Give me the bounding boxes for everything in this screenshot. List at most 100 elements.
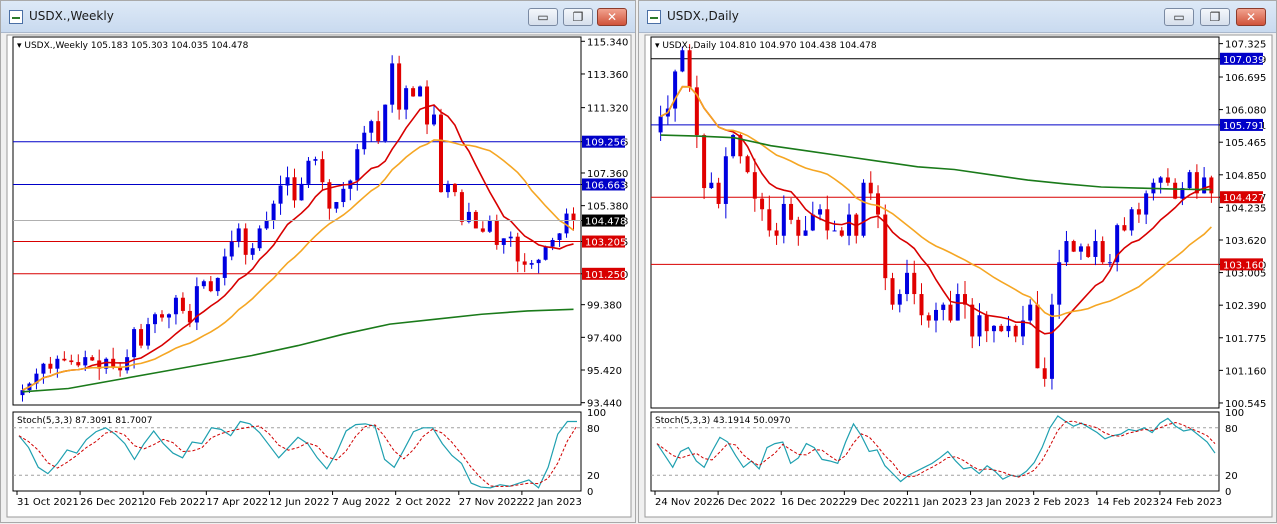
date-tick-label: 16 Dec 2022	[781, 497, 845, 508]
level-label: 104.427	[1223, 193, 1264, 204]
slow-moving-average-line	[660, 134, 1212, 191]
close-button[interactable]: ✕	[1236, 8, 1266, 26]
candle-body	[752, 172, 757, 199]
candle-body	[313, 159, 318, 161]
candle-body	[222, 256, 227, 278]
candle-body	[861, 182, 866, 236]
candle-body	[825, 209, 830, 231]
level-label-bg	[1220, 258, 1263, 271]
candle-body	[774, 230, 779, 236]
candle-body	[243, 228, 248, 255]
mid-moving-average-line	[22, 139, 574, 391]
candle-body	[159, 314, 164, 318]
minimize-button[interactable]: ▭	[528, 8, 558, 26]
candle-body	[847, 214, 852, 236]
candle-body	[934, 309, 938, 321]
level-label-bg	[582, 235, 625, 248]
candle-body	[897, 294, 902, 305]
candle-body	[1158, 177, 1163, 183]
close-button[interactable]: ✕	[597, 8, 627, 26]
candle-body	[680, 50, 685, 72]
daily-chart[interactable]: 107.325 107.039 106.695 106.080 105.791 105.4…	[639, 1, 1277, 524]
date-tick-label: 2 Oct 2022	[396, 497, 451, 508]
daily-chart-window[interactable]: USDX.,Daily ▭ ❐ ✕ 107.325107.039106.6951…	[638, 0, 1277, 523]
stochastic-tick-label: 80	[587, 424, 600, 435]
window-title: USDX.,Weekly	[29, 9, 114, 23]
level-label-bg	[582, 135, 625, 148]
price-tick-label: 106.695	[1225, 73, 1266, 84]
candle-body	[1071, 241, 1076, 252]
level-label: 101.250	[585, 270, 626, 281]
price-tick-label: 105.465	[1225, 138, 1266, 149]
candle-body	[404, 88, 409, 110]
stochastic-tick-label: 100	[587, 408, 606, 419]
stochastic-tick-label: 100	[1225, 408, 1244, 419]
candle-body	[118, 367, 123, 371]
candle-body	[1165, 177, 1170, 183]
stochastic-main-line	[656, 415, 1216, 483]
candle-body	[832, 230, 837, 232]
level-label: 103.205	[585, 238, 626, 249]
level-label: 105.791	[1223, 121, 1264, 132]
price-tick-label: 111.320	[587, 104, 628, 115]
candle-body	[1013, 325, 1018, 337]
candle-body	[76, 362, 81, 366]
candle-body	[977, 315, 982, 337]
slow-moving-average-line	[22, 308, 574, 393]
title-bar[interactable]: USDX.,Weekly ▭ ❐ ✕	[1, 1, 635, 33]
candle-body	[571, 213, 576, 221]
candle-body	[1122, 225, 1127, 231]
fast-moving-average-line	[22, 104, 574, 391]
candle-body	[432, 114, 437, 125]
candle-body	[912, 272, 917, 295]
minimize-button[interactable]: ▭	[1164, 8, 1194, 26]
restore-button[interactable]: ❐	[1200, 8, 1230, 26]
candle-body	[723, 156, 728, 204]
price-tick-label: 103.005	[1225, 269, 1266, 280]
weekly-chart[interactable]: 115.340 113.360 111.320 109.256 107.360106.6…	[1, 1, 637, 524]
weekly-chart-window[interactable]: USDX.,Weekly ▭ ❐ ✕ 115.340 113.360 111.320…	[0, 0, 636, 523]
candle-body	[125, 357, 130, 371]
candle-body	[731, 135, 736, 157]
price-tick-label: 100.545	[1225, 399, 1266, 410]
candle-body	[738, 135, 743, 157]
candle-body	[166, 314, 171, 318]
candle-body	[1093, 241, 1098, 257]
title-bar[interactable]: USDX.,Daily ▭ ❐ ✕	[639, 1, 1276, 33]
symbol-label: ▾ USDX.,Daily 104.810 104.970 104.438 10…	[655, 41, 877, 51]
price-tick-label: 104.235	[1225, 203, 1266, 214]
candle-body	[132, 329, 137, 358]
price-pane	[650, 36, 1220, 409]
candle-body	[1202, 177, 1207, 194]
candle-body	[452, 183, 457, 193]
candle-body	[781, 203, 786, 236]
candle-body	[487, 220, 492, 232]
candle-body	[970, 304, 975, 337]
candle-body	[1078, 246, 1083, 252]
price-tick-label: 107.360	[587, 169, 628, 180]
price-tick-label: 105.380	[587, 202, 628, 213]
symbol-label: ▾ USDX.,Weekly 105.183 105.303 104.035 1…	[17, 41, 249, 51]
candle-body	[236, 228, 241, 242]
current-price-label: 104.478	[585, 217, 626, 228]
candle-body	[299, 183, 304, 201]
level-label-bg	[1220, 52, 1263, 65]
restore-button[interactable]: ❐	[563, 8, 593, 26]
window-title: USDX.,Daily	[667, 9, 739, 23]
candle-body	[1064, 241, 1069, 263]
candle-body	[1057, 262, 1062, 305]
level-label: 106.663	[585, 180, 626, 191]
stochastic-label: Stoch(5,3,3) 87.3091 81.7007	[17, 416, 152, 426]
candle-body	[34, 373, 39, 384]
candle-body	[229, 241, 234, 257]
candle-body	[818, 209, 823, 215]
candle-body	[1049, 304, 1054, 379]
price-tick-label: 103.620	[1225, 236, 1266, 247]
candle-body	[494, 220, 499, 245]
candle-body	[1100, 241, 1105, 263]
level-label: 107.039	[1223, 55, 1264, 66]
level-label: 109.256	[585, 138, 626, 149]
date-tick-label: 29 Dec 2022	[844, 497, 908, 508]
candle-body	[327, 182, 332, 209]
candle-body	[48, 363, 53, 369]
